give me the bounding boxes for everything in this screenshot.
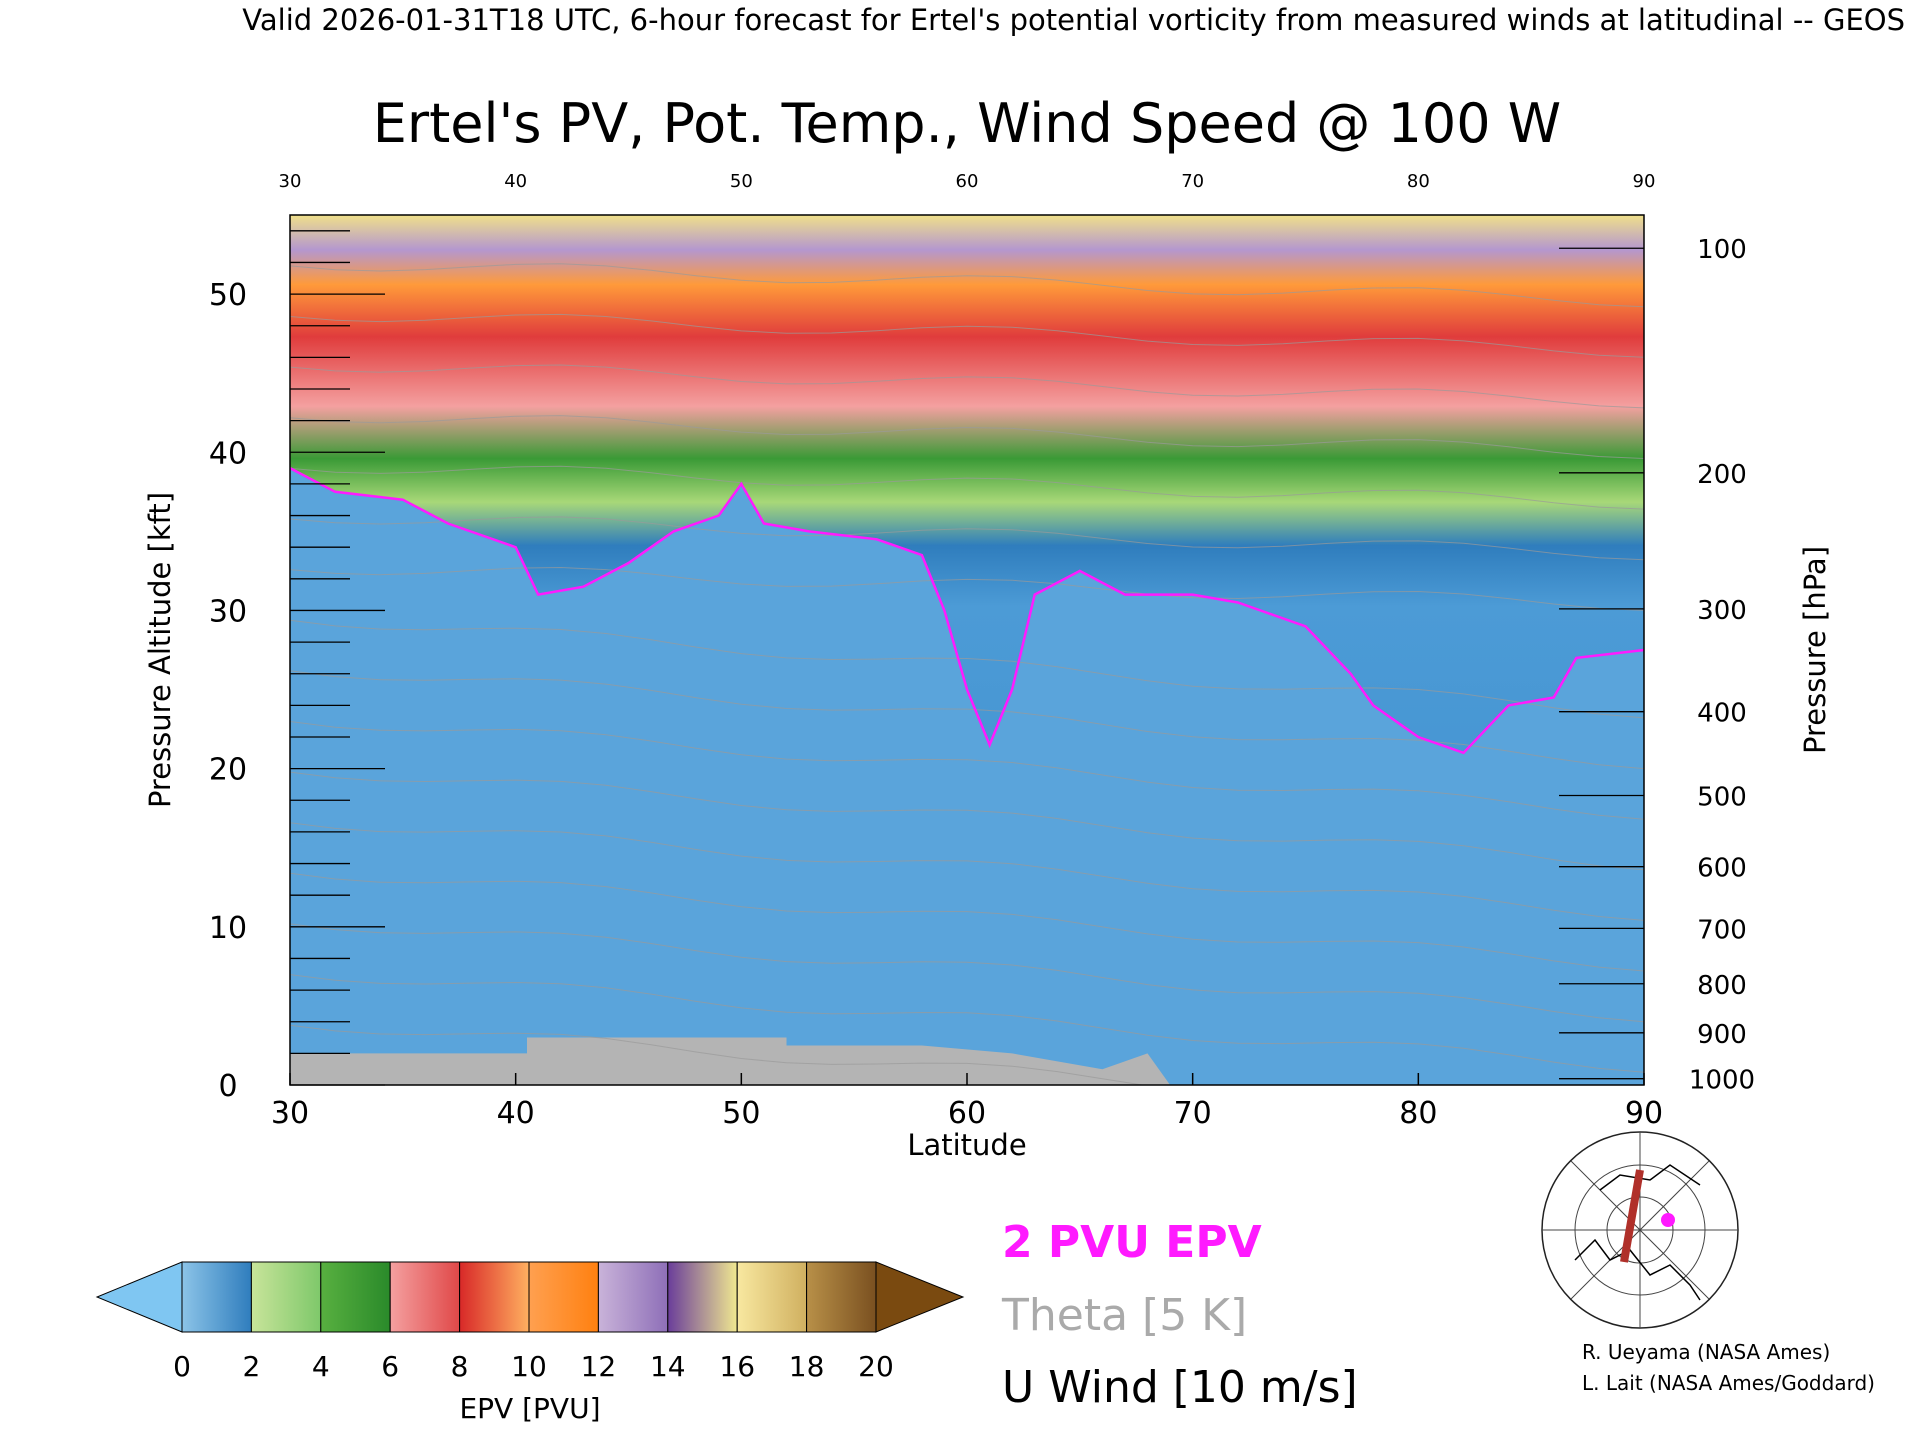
colorbar-tick-label: 18 (789, 1350, 825, 1383)
pressure-tick-label: 600 (1697, 854, 1747, 884)
colorbar-tick-label: 20 (858, 1350, 894, 1383)
theta-contour-line (290, 670, 1644, 770)
theta-contour-line (290, 465, 1644, 510)
legend-2pvu: 2 PVU EPV (1002, 1217, 1262, 1268)
theta-contour-line (290, 566, 1644, 611)
x-axis-bottom: 30 40 50 60 70 80 90 (271, 1073, 1663, 1131)
tropopause-2pvu-line (289, 466, 1645, 755)
x-tick-label: 30 (271, 1096, 309, 1131)
colorbar-band (459, 1261, 530, 1333)
colorbar-band (320, 1261, 391, 1333)
x-tick-label: 50 (722, 1096, 760, 1131)
y-axis-left: 0 10 20 30 40 50 (209, 230, 385, 1104)
y-tick-label: 0 (218, 1069, 237, 1104)
map-coastline (1574, 1164, 1701, 1301)
theta-contour-line (290, 619, 1644, 719)
colorbar-label: EPV [PVU] (459, 1392, 600, 1425)
pressure-tick-label: 300 (1697, 596, 1747, 626)
pressure-tick-label: 900 (1697, 1020, 1747, 1050)
theta-contour-line (290, 872, 1644, 972)
colorbar-under-arrow (95, 1261, 183, 1333)
colorbar-band (806, 1261, 877, 1333)
x-tick-label-top: 40 (504, 171, 527, 192)
colorbar-tick-label: 16 (719, 1350, 755, 1383)
colorbar-band (181, 1261, 252, 1333)
x-axis-top: 30 40 50 60 70 80 90 (279, 171, 1656, 192)
colorbar-band (597, 1261, 669, 1333)
theta-contour-line (290, 822, 1644, 921)
theta-contour-line (290, 1024, 1146, 1085)
x-tick-label: 70 (1174, 1096, 1212, 1131)
x-tick-label-top: 90 (1633, 171, 1656, 192)
pressure-tick-label: 500 (1697, 783, 1747, 813)
x-tick-label-top: 80 (1407, 171, 1430, 192)
y-tick-label: 10 (209, 911, 247, 946)
pressure-tick-label: 1000 (1689, 1066, 1755, 1096)
surface-terrain (290, 1037, 1171, 1085)
colorbar-band (250, 1261, 322, 1333)
map-meridian (1570, 1160, 1710, 1300)
colorbar-tick-label: 10 (511, 1350, 547, 1383)
map-cross-section-line (1620, 1169, 1644, 1263)
epv-colorbar: 0 2 4 6 8 10 12 14 16 18 20 (95, 1261, 965, 1383)
colorbar-band (389, 1261, 461, 1333)
x-tick-label: 90 (1625, 1096, 1663, 1131)
pressure-tick-label: 100 (1697, 235, 1747, 265)
colorbar-tick-label: 4 (312, 1350, 330, 1383)
map-location-dot (1661, 1213, 1675, 1227)
troposphere-fill (290, 468, 1644, 1085)
colorbar-over-arrow (875, 1261, 965, 1333)
valid-time-header: Valid 2026-01-31T18 UTC, 6-hour forecast… (242, 3, 1905, 37)
inset-polar-map (1541, 1131, 1739, 1329)
colorbar-tick-label: 6 (381, 1350, 399, 1383)
x-tick-label-top: 70 (1181, 171, 1204, 192)
theta-contour-line (290, 263, 1644, 308)
colorbar-band (528, 1261, 599, 1333)
theta-contour-line (290, 974, 1644, 1073)
colorbar-tick-label: 8 (451, 1350, 469, 1383)
pressure-tick-label: 700 (1697, 915, 1747, 945)
theta-contours (290, 263, 1644, 1085)
x-tick-label-top: 30 (279, 171, 302, 192)
theta-contour-line (290, 923, 1644, 1023)
colorbar-tick-label: 2 (242, 1350, 260, 1383)
y-axis-right: 100 200 300 400 500 600 700 800 900 1000 (1559, 235, 1755, 1096)
chart-title: Ertel's PV, Pot. Temp., Wind Speed @ 100… (373, 92, 1561, 155)
theta-contour-line (290, 415, 1644, 459)
credit-line-2: L. Lait (NASA Ames/Goddard) (1582, 1371, 1875, 1395)
pressure-tick-label: 200 (1697, 460, 1747, 490)
x-axis-label: Latitude (907, 1128, 1026, 1162)
credit-line-1: R. Ueyama (NASA Ames) (1582, 1340, 1830, 1364)
y-tick-label: 40 (209, 436, 247, 471)
x-tick-label: 40 (497, 1096, 535, 1131)
colorbar-band (736, 1261, 808, 1333)
y-tick-label: 50 (209, 278, 247, 313)
theta-contour-line (290, 516, 1644, 561)
theta-contour-line (290, 364, 1644, 409)
pressure-tick-label: 400 (1697, 699, 1747, 729)
theta-contour-line (290, 313, 1644, 358)
legend-theta: Theta [5 K] (1001, 1290, 1247, 1341)
theta-contour-line (290, 721, 1644, 820)
theta-contour-line (290, 771, 1644, 871)
x-tick-label: 80 (1399, 1096, 1437, 1131)
colorbar-band (667, 1261, 738, 1333)
legend-u-wind: U Wind [10 m/s] (1002, 1362, 1358, 1413)
y-tick-label: 30 (209, 594, 247, 629)
y-axis-label-right: Pressure [hPa] (1798, 546, 1832, 754)
colorbar-tick-label: 14 (650, 1350, 686, 1383)
x-tick-label-top: 50 (730, 171, 753, 192)
y-tick-label: 20 (209, 753, 247, 788)
colorbar-tick-label: 0 (173, 1350, 191, 1383)
legend: 2 PVU EPV Theta [5 K] U Wind [10 m/s] (1001, 1217, 1358, 1413)
pressure-tick-label: 800 (1697, 971, 1747, 1001)
plot-area (290, 215, 1644, 1085)
x-tick-label-top: 60 (956, 171, 979, 192)
y-axis-label-left: Pressure Altitude [kft] (143, 492, 177, 808)
colorbar-tick-label: 12 (581, 1350, 617, 1383)
x-tick-label: 60 (948, 1096, 986, 1131)
